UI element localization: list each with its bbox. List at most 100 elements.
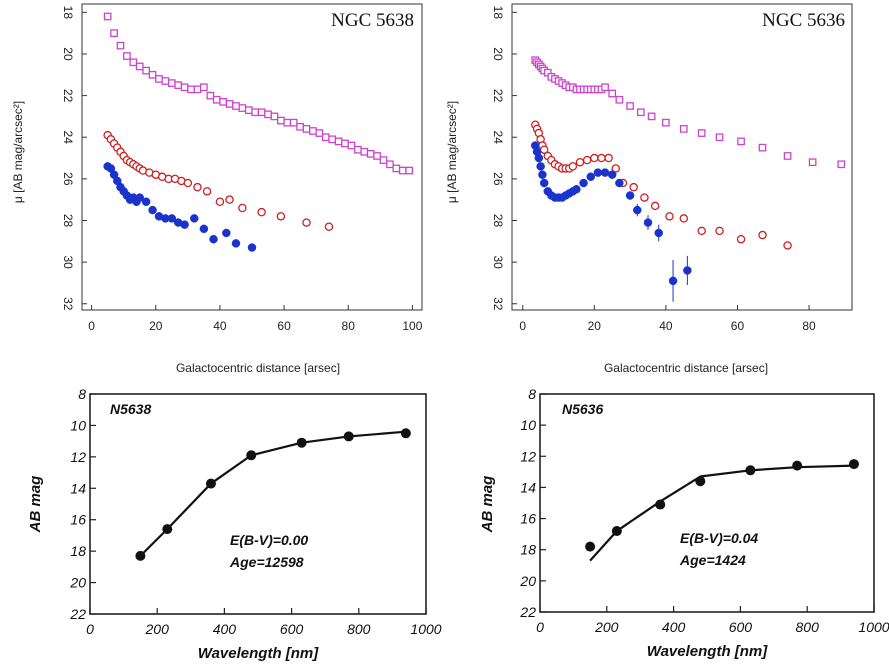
y-tick-label: 32	[491, 297, 505, 311]
photometry-point	[655, 499, 666, 510]
y-tick-label: 16	[70, 512, 86, 528]
data-point-square	[758, 143, 767, 152]
photometry-point	[296, 437, 307, 448]
annotation-age: Age=12598	[229, 554, 304, 570]
x-tick-label: 400	[213, 621, 237, 637]
data-point-filled-circle	[148, 205, 157, 215]
data-point-open-circle	[238, 203, 247, 213]
data-point-square	[238, 104, 247, 112]
data-point-square	[309, 127, 317, 135]
data-point-open-circle	[302, 218, 311, 227]
data-point-square	[289, 118, 298, 127]
data-point-filled-circle	[199, 224, 209, 234]
data-point-square	[360, 147, 369, 156]
data-point-open-circle	[650, 201, 660, 211]
x-axis-label: Galactocentric distance [arsec]	[604, 361, 768, 375]
data-point-square	[180, 83, 189, 92]
model-curve	[589, 464, 854, 562]
y-tick-labels: 8 10 12 14 16 18 20 22	[519, 386, 546, 620]
y-tick-label: 12	[70, 449, 86, 465]
photometry-point	[611, 526, 622, 537]
data-point-filled-circle	[625, 191, 635, 200]
data-point-square	[232, 102, 240, 110]
y-tick-label: 20	[491, 47, 505, 61]
data-point-filled-circle	[668, 276, 678, 286]
x-tick-label: 60	[277, 319, 291, 333]
data-point-square	[135, 62, 144, 71]
y-tick-label: 26	[61, 172, 75, 186]
data-point-square	[187, 85, 195, 94]
data-point-filled-circle	[222, 228, 231, 238]
data-point-square	[225, 100, 234, 108]
data-point-square	[697, 129, 706, 137]
y-tick-label: 24	[61, 131, 75, 145]
x-tick-labels: 0 200 400 600 800 1000	[536, 606, 889, 635]
x-tick-labels: 0 20 40 60 80 100	[88, 305, 423, 333]
data-point-square	[321, 133, 330, 142]
data-point-filled-circle	[536, 162, 545, 171]
data-point-filled-circle	[141, 197, 151, 207]
photometry-point	[135, 550, 146, 561]
x-tick-label: 80	[802, 319, 816, 333]
photometry-point	[400, 428, 411, 439]
x-tick-label: 40	[213, 319, 227, 333]
data-point-square	[347, 141, 356, 150]
data-point-square	[148, 70, 157, 79]
y-tick-label: 20	[61, 47, 75, 61]
plot-frame	[539, 393, 875, 613]
data-point-open-circle	[640, 193, 649, 202]
data-point-square	[647, 112, 656, 121]
y-tick-label: 32	[61, 297, 75, 311]
y-axis-label: μ [AB mag/arcsec²]	[445, 101, 459, 203]
data-point-square	[219, 97, 227, 106]
x-tick-label: 800	[347, 621, 371, 637]
data-point-square	[302, 125, 311, 133]
y-tick-label: 20	[69, 575, 86, 591]
y-tick-label: 22	[69, 606, 86, 622]
data-point-square	[277, 116, 285, 125]
data-point-square	[334, 137, 343, 146]
y-tick-label: 12	[520, 448, 536, 464]
data-point-square	[110, 29, 118, 37]
data-point-filled-circle	[633, 205, 642, 215]
data-point-square	[353, 145, 362, 154]
data-point-filled-circle	[534, 153, 544, 163]
x-tick-label: 80	[342, 319, 356, 333]
data-point-square	[392, 164, 401, 173]
x-tick-label: 20	[588, 319, 602, 333]
data-point-square	[608, 89, 617, 98]
annotation-age: Age=1424	[679, 552, 746, 568]
y-axis-label: AB mag	[479, 476, 496, 534]
data-point-square	[257, 108, 266, 117]
data-point-open-circle	[276, 212, 286, 221]
data-point-square	[808, 158, 817, 167]
data-point-filled-circle	[231, 239, 241, 248]
x-tick-label: 1000	[858, 619, 889, 635]
x-tick-label: 600	[280, 621, 304, 637]
galaxy-label: N5638	[110, 401, 151, 417]
y-tick-label: 10	[70, 417, 86, 433]
y-tick-label: 14	[520, 479, 536, 495]
data-point-open-circle	[590, 153, 599, 163]
x-tick-label: 0	[88, 319, 95, 333]
data-point-square	[103, 12, 112, 21]
data-point-square	[398, 166, 407, 175]
photometry-point	[745, 465, 756, 476]
data-point-square	[737, 137, 745, 146]
data-point-square	[123, 52, 131, 60]
y-tick-label: 28	[61, 214, 75, 228]
data-point-square	[662, 118, 670, 127]
profile-panel-ngc5636: 18 20 22 24 26 28 30 32 0 20 40 60 80 NGC 5636 Gala…	[445, 3, 853, 375]
data-point-square	[783, 152, 792, 160]
x-axis-label: Wavelength [nm]	[647, 643, 769, 660]
x-tick-label: 400	[662, 619, 686, 635]
x-tick-label: 1000	[410, 621, 441, 637]
data-point-open-circle	[715, 226, 724, 236]
y-tick-labels: 8 10 12 14 16 18 20 22	[69, 386, 96, 622]
data-points	[585, 459, 859, 562]
data-point-square	[206, 91, 215, 100]
data-point-square	[264, 110, 272, 119]
data-point-filled-circle	[593, 168, 603, 177]
y-tick-label: 14	[70, 480, 86, 496]
